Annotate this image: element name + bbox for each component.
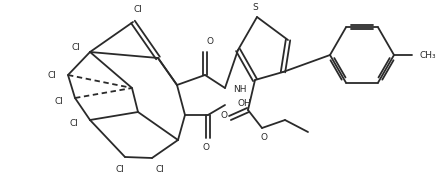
Text: Cl: Cl bbox=[134, 5, 143, 14]
Text: Cl: Cl bbox=[116, 165, 124, 174]
Text: Cl: Cl bbox=[156, 165, 164, 174]
Text: O: O bbox=[202, 144, 210, 153]
Text: CH₃: CH₃ bbox=[420, 50, 437, 60]
Text: O: O bbox=[207, 37, 214, 47]
Text: Cl: Cl bbox=[72, 43, 80, 52]
Text: Cl: Cl bbox=[55, 96, 63, 106]
Text: O: O bbox=[220, 110, 228, 119]
Text: Cl: Cl bbox=[70, 119, 78, 127]
Text: OH: OH bbox=[237, 98, 251, 108]
Text: O: O bbox=[261, 134, 267, 142]
Text: NH: NH bbox=[233, 85, 246, 94]
Text: Cl: Cl bbox=[47, 71, 56, 79]
Text: S: S bbox=[252, 3, 258, 12]
